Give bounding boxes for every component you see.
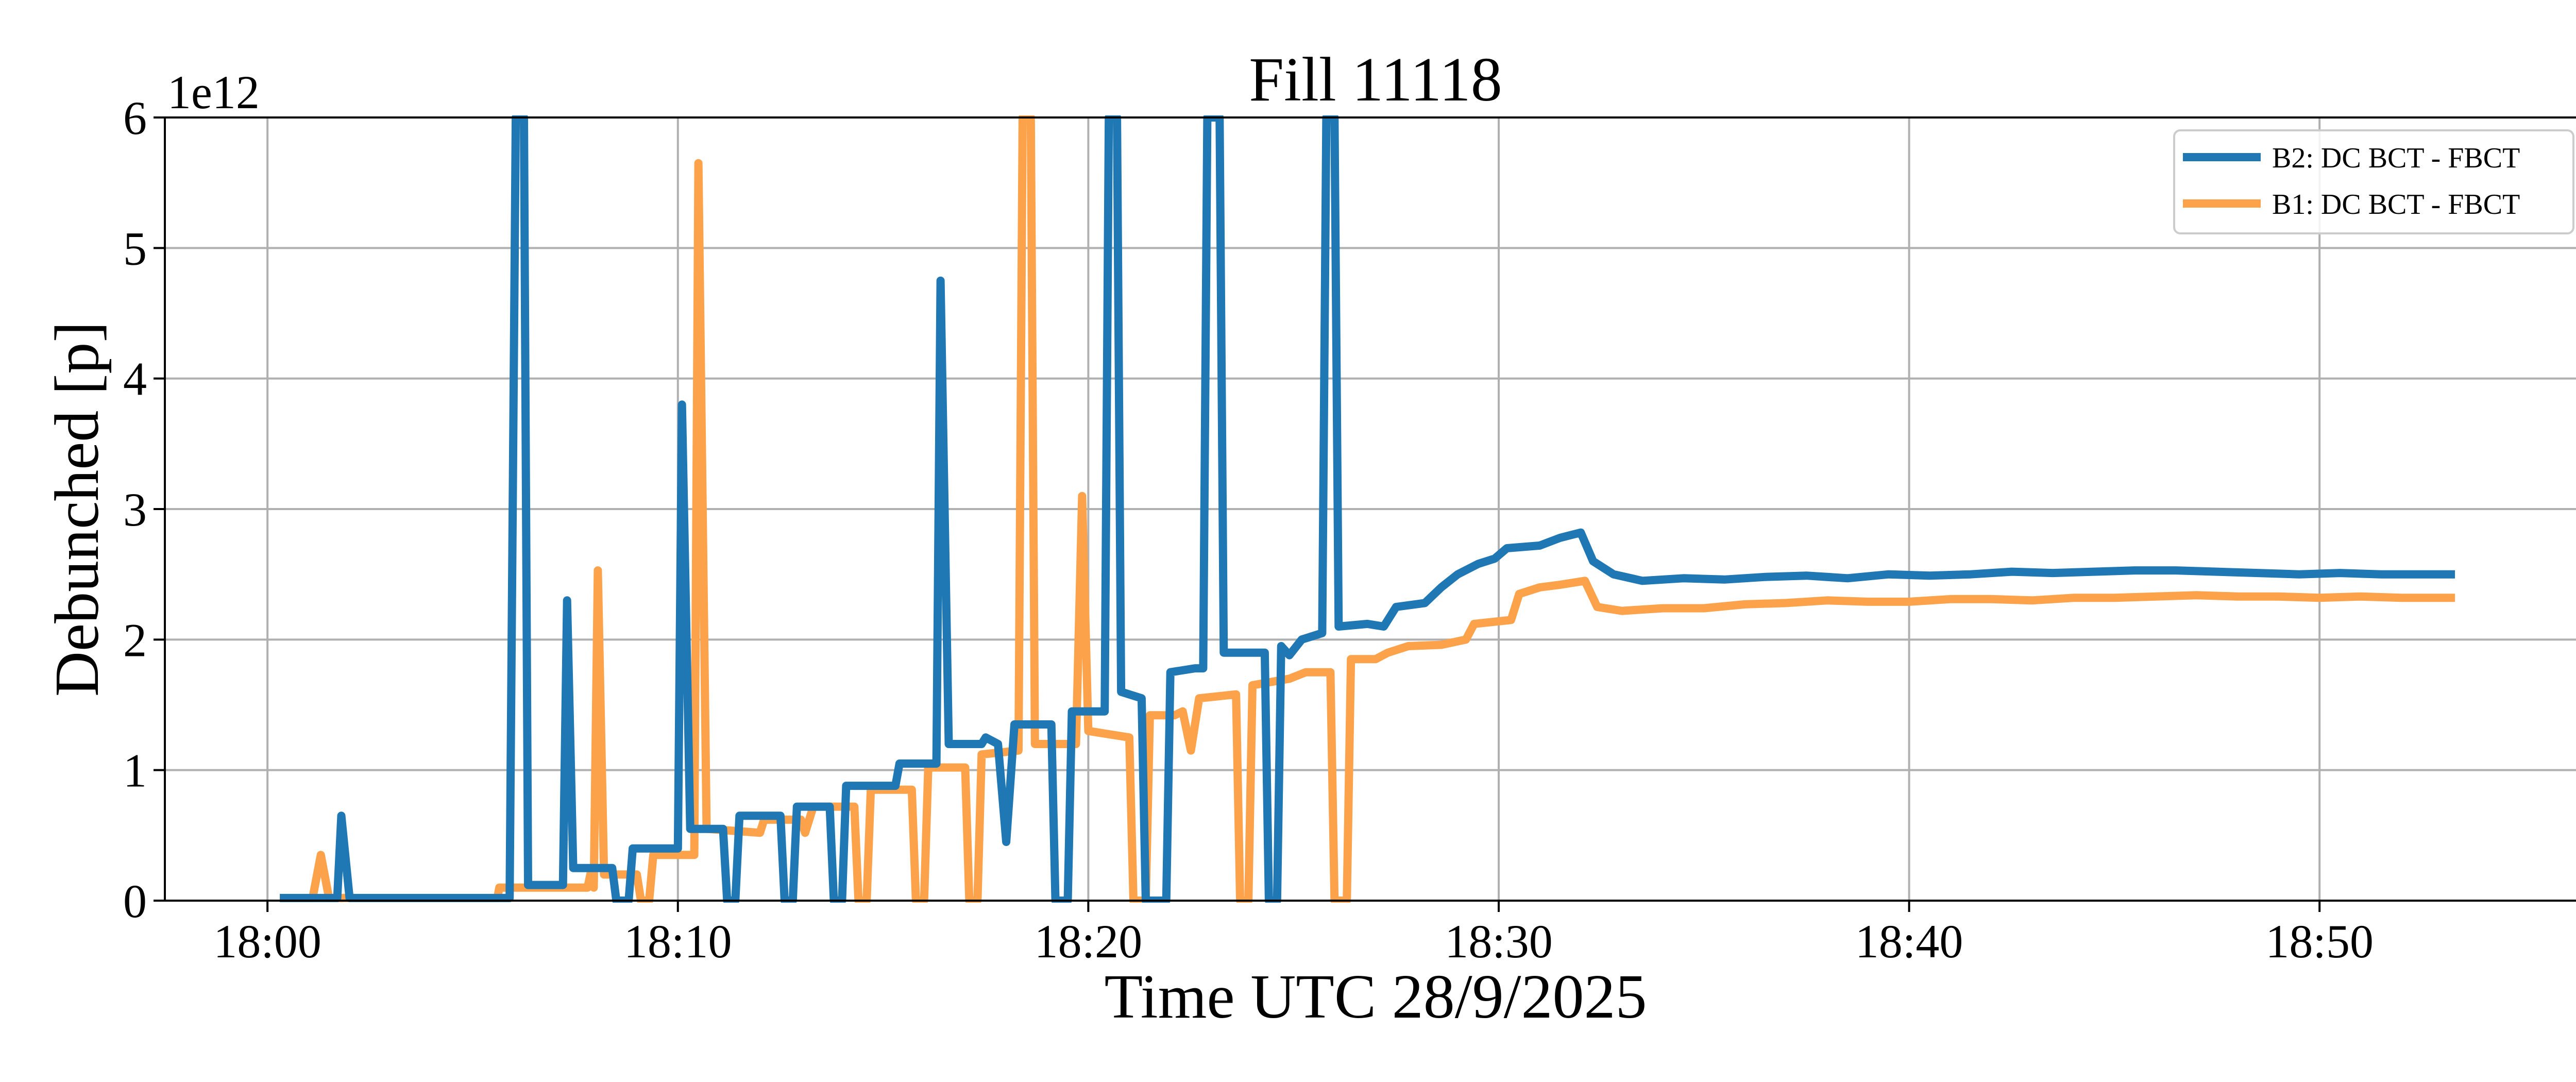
series-line-b1 [280,115,2455,903]
x-axis: 18:00 18:10 18:20 18:30 18:40 18:50 [213,901,2374,968]
x-tick-label: 18:50 [2265,915,2374,968]
legend-label-b2: B2: DC BCT - FBCT [2272,142,2520,174]
x-tick-label: 18:40 [1855,915,1963,968]
x-tick-label: 18:20 [1035,915,1143,968]
y-tick-label: 4 [123,353,147,405]
y-tick-label: 2 [123,614,147,666]
y-axis: 0 1 2 3 4 5 6 [123,92,165,927]
y-tick-label: 5 [123,222,147,275]
legend: B2: DC BCT - FBCT B1: DC BCT - FBCT [2173,129,2574,234]
x-tick-label: 18:30 [1445,915,1553,968]
y-offset-text: 1e12 [167,66,260,119]
legend-label-b1: B1: DC BCT - FBCT [2272,189,2520,221]
y-tick-label: 3 [123,483,147,536]
y-axis-title: Debunched [p] [42,322,112,697]
chart-title: Fill 11118 [1249,45,1502,114]
legend-box [2173,129,2574,234]
y-tick-label: 0 [123,875,147,927]
y-tick-label: 6 [123,92,147,144]
x-axis-title: Time UTC 28/9/2025 [1105,962,1647,1032]
x-tick-label: 18:10 [624,915,732,968]
x-tick-label: 18:00 [213,915,321,968]
y-tick-label: 1 [123,745,147,797]
